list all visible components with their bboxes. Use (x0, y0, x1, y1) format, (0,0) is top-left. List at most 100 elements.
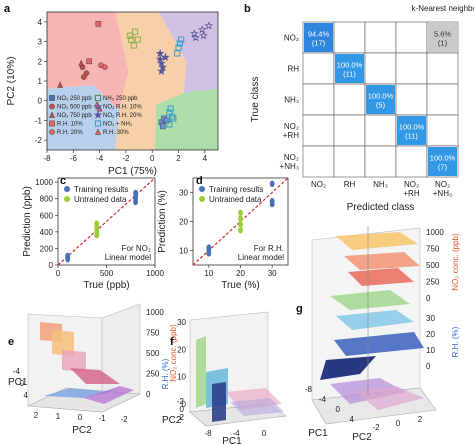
class-region (154, 88, 218, 150)
model-note: Linear model (238, 253, 284, 262)
matrix-cell-fill (304, 23, 333, 52)
matrix-cell (364, 114, 397, 147)
matrix-cell (395, 145, 428, 178)
surface-step (336, 232, 418, 250)
y-tick-label: 3 (38, 38, 43, 47)
pc2-tick-label: 2 (34, 411, 39, 420)
matrix-cell (302, 145, 335, 178)
matrix-cell-fill (335, 54, 364, 83)
data-point (176, 40, 183, 47)
pc2-tick-label: -2 (177, 397, 185, 406)
cell-count: (11) (405, 132, 418, 141)
data-point (206, 244, 212, 251)
x-tick-label: 1000 (146, 269, 164, 278)
conc-tick-label: 0 (426, 294, 431, 303)
data-point (81, 74, 87, 80)
pc1-tick-label: 0 (20, 379, 25, 388)
legend-marker (94, 94, 102, 102)
data-point (189, 29, 199, 38)
data-point (170, 115, 177, 122)
surface-step (344, 252, 420, 270)
surface-floor (356, 386, 424, 410)
matrix-cell (364, 21, 397, 54)
row-class-label: RH (287, 65, 299, 74)
data-point (78, 59, 85, 67)
y-tick-label: 400 (40, 228, 54, 237)
legend-entry: NO₂ 250 ppb (57, 96, 92, 102)
model-note: For NO₂ (122, 244, 151, 253)
pc1-tick-label: 0 (262, 429, 267, 438)
matrix-cell (333, 21, 366, 54)
data-point (238, 221, 243, 228)
cell-count: (17) (312, 39, 326, 48)
conc-tick-label: 750 (426, 245, 440, 254)
x-tick-label: 0 (150, 154, 155, 163)
matrix-cell (302, 83, 335, 116)
y-tick-label: 800 (40, 195, 54, 204)
data-point (269, 198, 275, 205)
panel-e: e 0 250 500 750 1000 NO₂ conc. (ppb) -4 0 4 PC1 2 1 0… (8, 303, 178, 436)
surface-step (62, 350, 86, 372)
legend-marker (94, 120, 102, 127)
data-point (238, 215, 243, 222)
surface-floor (230, 398, 284, 416)
y-tick-label: 10 (179, 247, 188, 256)
data-point (167, 105, 174, 112)
legend-entry: NO₂ 500 ppb (57, 105, 92, 111)
matrix-cell (395, 83, 428, 116)
data-point (204, 21, 214, 30)
col-class-label: +NH₃ (433, 189, 452, 198)
panel-label-a: a (4, 3, 11, 15)
surface-step (348, 268, 414, 286)
legend-entry: NH₃ 250 ppb (103, 96, 138, 102)
matrix-cell (364, 52, 397, 85)
pc2-tick-label: -1 (98, 414, 106, 423)
surface-step (336, 310, 414, 330)
pc2-tick-label: -2 (372, 423, 380, 432)
pc1-tick-label: -8 (204, 429, 212, 438)
legend-marker (95, 128, 101, 135)
z-tick-label: 0 (182, 400, 187, 409)
data-point (175, 44, 182, 51)
pc1-axis-label: PC1 (8, 377, 28, 388)
matrix-cell-fill (428, 23, 457, 52)
z-tick-label: 10 (177, 373, 186, 382)
z-axis-label: NO₂ conc. (ppb) (169, 324, 178, 382)
x-tick-label: 4 (203, 154, 208, 163)
x-axis-label: Predicted class (347, 202, 415, 213)
x-tick-label: -4 (96, 154, 104, 163)
legend-marker (49, 95, 55, 101)
data-point (197, 25, 207, 34)
panel-label-f: f (170, 336, 174, 348)
pc1-tick-label: 4 (24, 391, 29, 400)
conc-tick-label: 250 (426, 278, 440, 287)
surface-step (330, 290, 410, 310)
pc2-tick-label: 2 (180, 413, 185, 422)
x-tick-label: 500 (100, 269, 114, 278)
z-tick-label: 1000 (146, 308, 164, 317)
data-point (269, 180, 275, 187)
ideal-fit-line (57, 177, 156, 266)
cell-percent: 94.4% (308, 30, 330, 39)
x-tick-label: 2 (176, 154, 181, 163)
col-class-label: NH₃ (373, 180, 388, 189)
col-class-label: NO₂ (404, 180, 419, 189)
data-point (57, 81, 64, 88)
legend-entry: Untrained data (74, 195, 127, 204)
z-tick-label: 750 (146, 329, 160, 338)
data-point (65, 252, 71, 260)
data-point (159, 123, 166, 130)
class-region (47, 84, 120, 150)
y-tick-label: 0 (49, 261, 54, 270)
heatmap-title: k-Nearest neighbor (412, 4, 474, 13)
data-point (83, 70, 90, 76)
matrix-cell (333, 114, 366, 147)
pc2-axis-label: PC2 (72, 425, 92, 436)
cell-percent: 100.0% (399, 123, 425, 132)
y-tick-label: 4 (38, 18, 43, 27)
data-point (94, 220, 100, 227)
conc-tick-label: 1000 (426, 228, 444, 237)
cell-percent: 100.0% (368, 92, 394, 101)
